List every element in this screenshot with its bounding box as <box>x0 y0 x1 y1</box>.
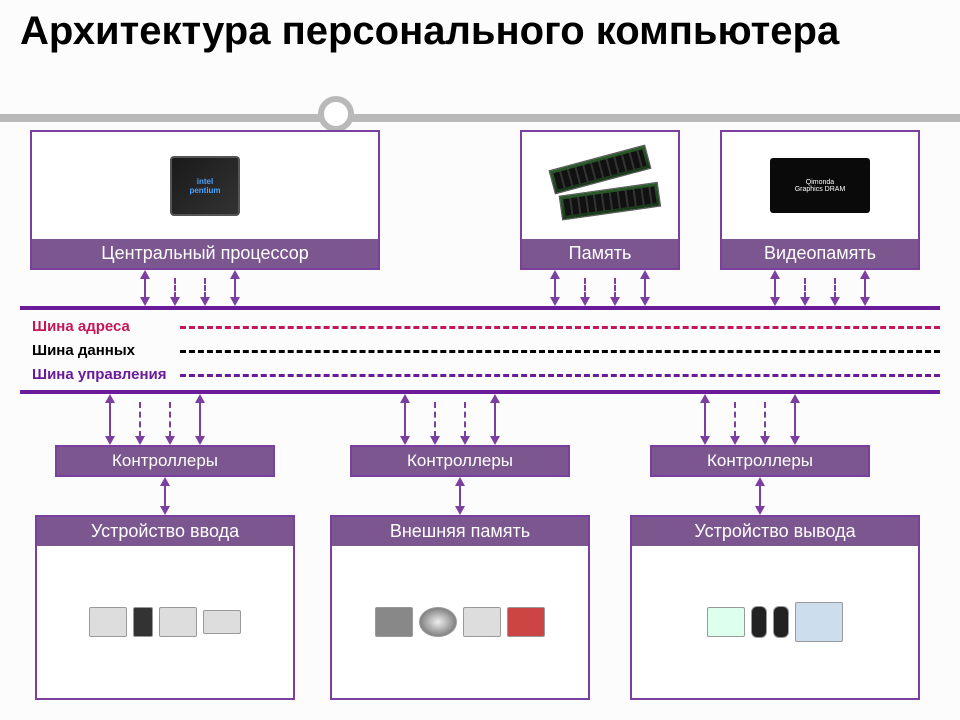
bus-boundary-top <box>20 306 940 310</box>
component-box: Память <box>520 130 680 270</box>
device-label: Устройство ввода <box>37 517 293 546</box>
gpu-icon: QimondaGraphics DRAM <box>722 132 918 239</box>
controller-box: Контроллеры <box>55 445 275 477</box>
component-label: Память <box>522 239 678 268</box>
controller-box: Контроллеры <box>650 445 870 477</box>
component-box: QimondaGraphics DRAMВидеопамять <box>720 130 920 270</box>
cpu-icon: intelpentium <box>32 132 378 239</box>
bus-line <box>180 374 940 377</box>
page-title: Архитектура персонального компьютера <box>0 0 960 54</box>
input-icon <box>37 546 293 698</box>
bus-label: Шина адреса <box>32 318 130 335</box>
bus-label: Шина данных <box>32 342 135 359</box>
bus-label: Шина управления <box>32 366 167 383</box>
controller-box: Контроллеры <box>350 445 570 477</box>
ram-icon <box>522 132 678 239</box>
bus-boundary-bottom <box>20 390 940 394</box>
component-label: Центральный процессор <box>32 239 378 268</box>
component-label: Видеопамять <box>722 239 918 268</box>
device-box: Устройство вывода <box>630 515 920 700</box>
component-box: intelpentiumЦентральный процессор <box>30 130 380 270</box>
bus-line <box>180 350 940 353</box>
device-box: Внешняя память <box>330 515 590 700</box>
device-label: Устройство вывода <box>632 517 918 546</box>
device-box: Устройство ввода <box>35 515 295 700</box>
output-icon <box>632 546 918 698</box>
bus-line <box>180 326 940 329</box>
device-label: Внешняя память <box>332 517 588 546</box>
storage-icon <box>332 546 588 698</box>
